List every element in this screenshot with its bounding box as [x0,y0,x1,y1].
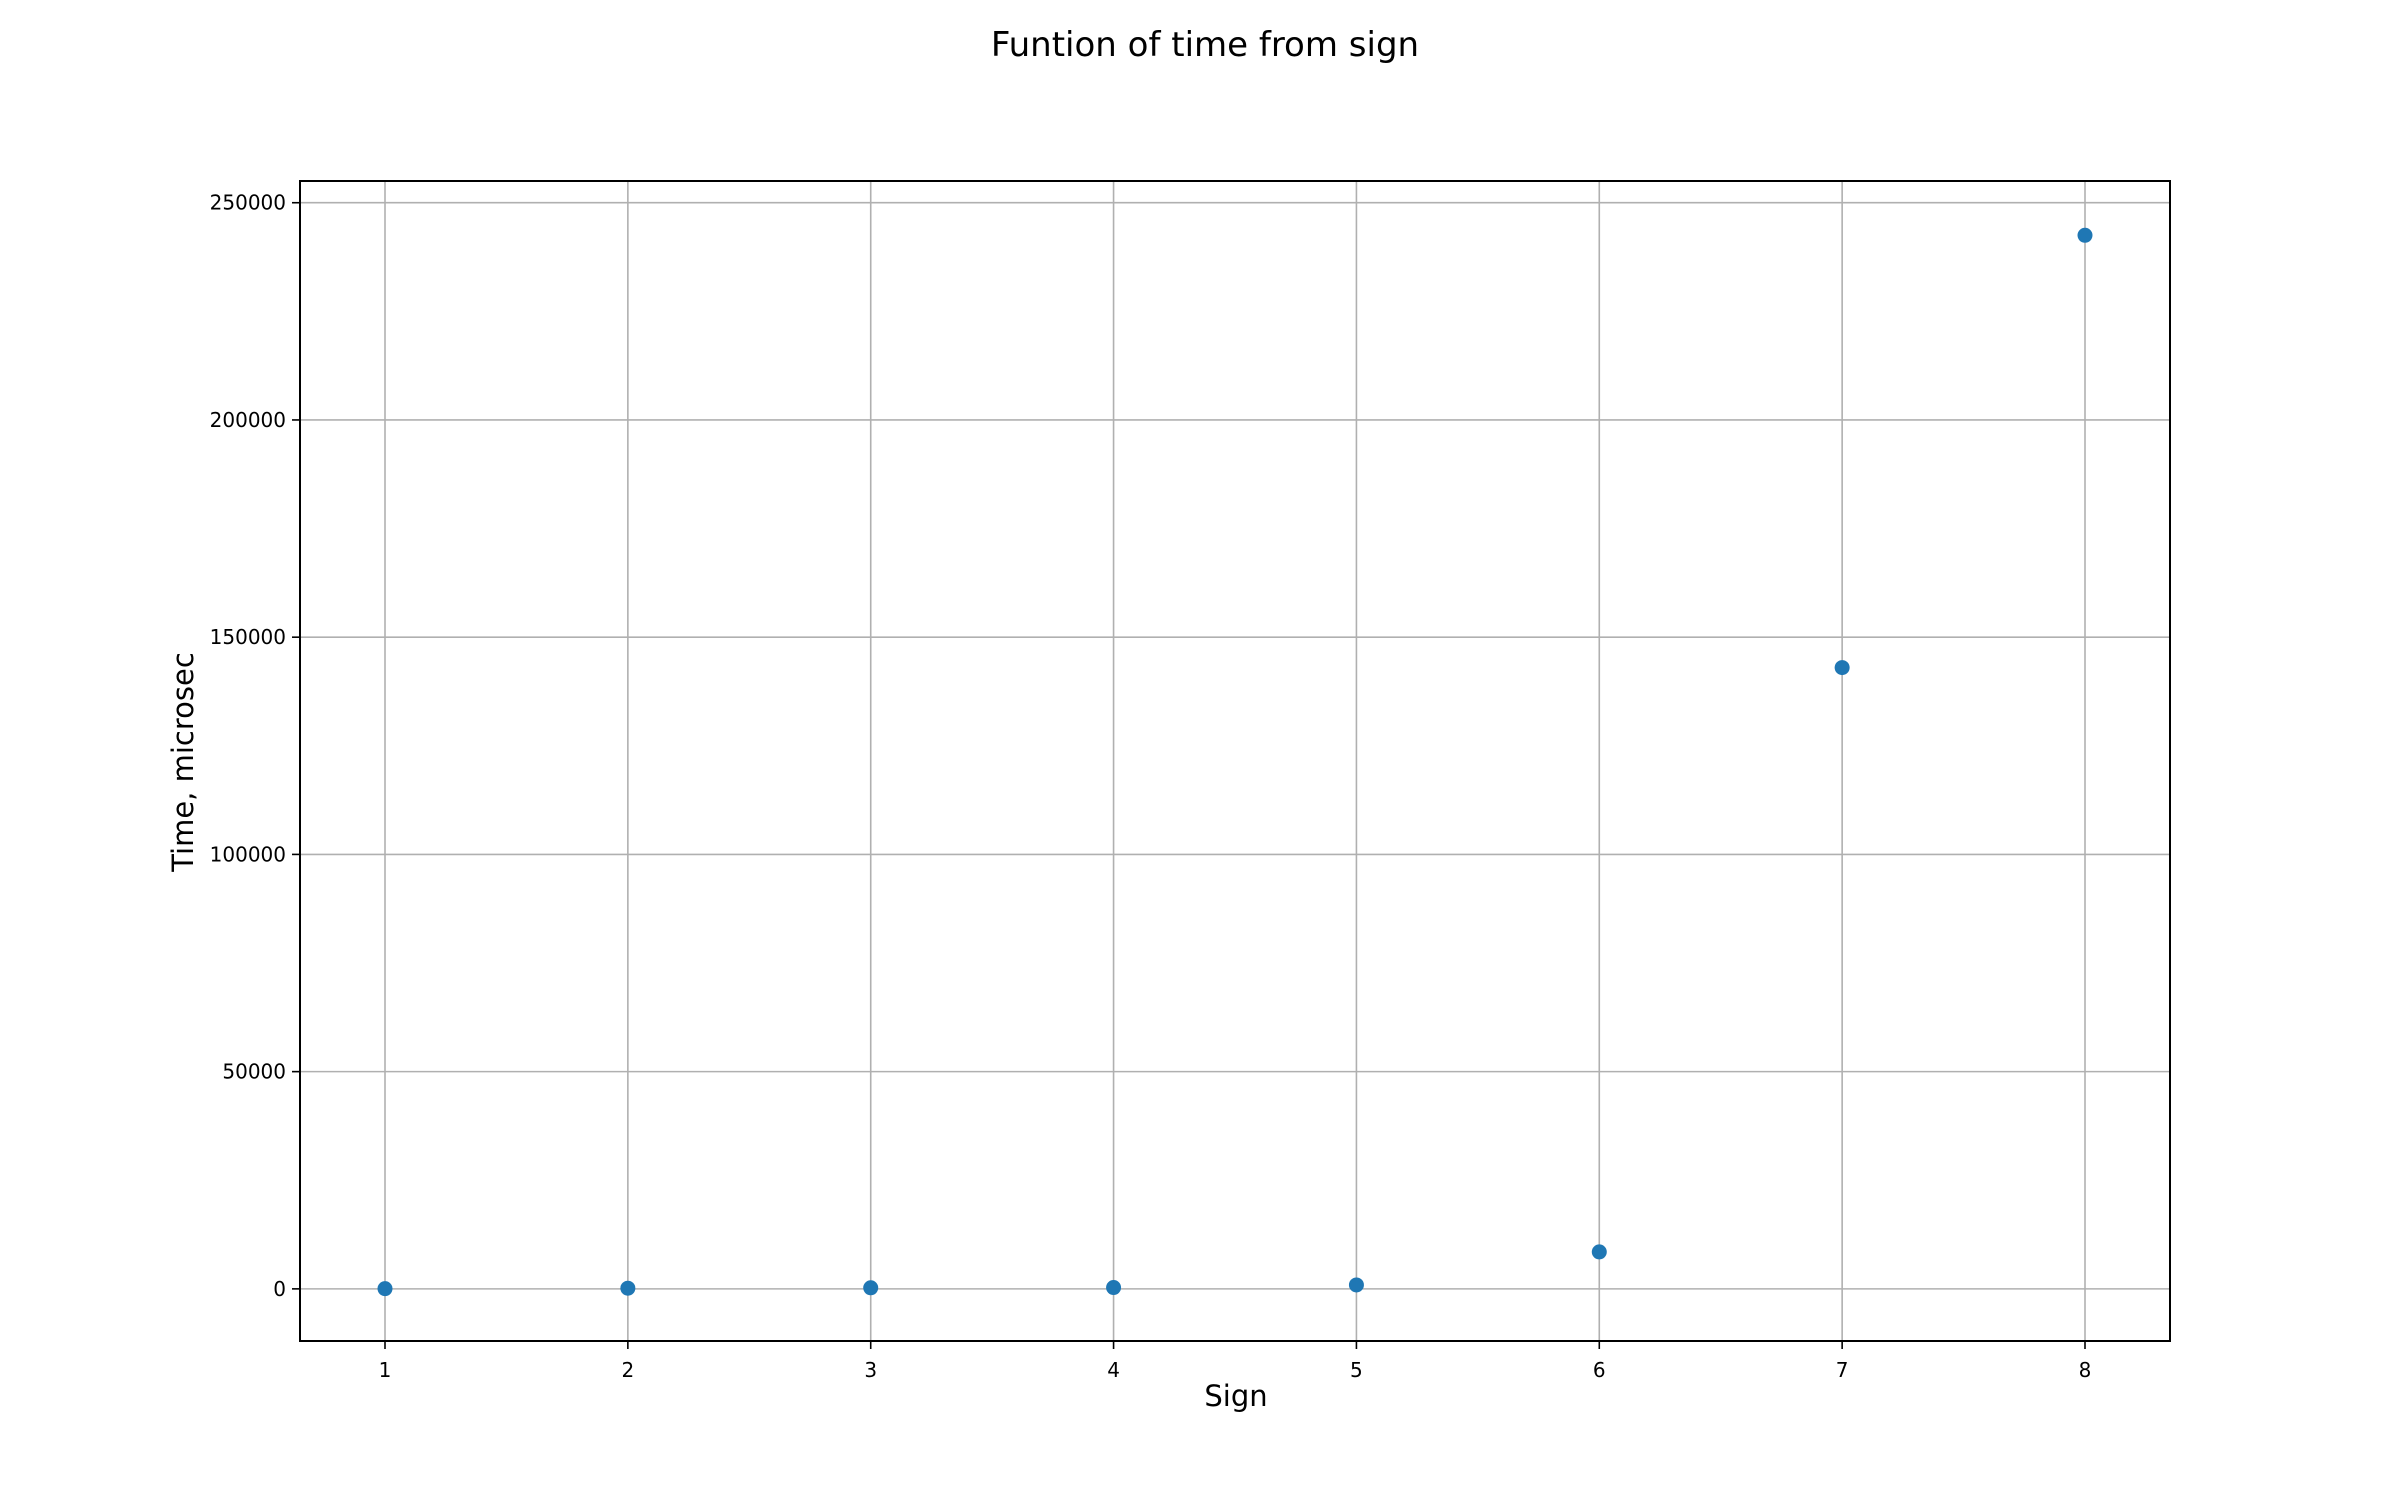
plot-area-frame [299,180,2171,1342]
data-point [1348,1277,1364,1293]
x-tick-label: 6 [1593,1358,1606,1382]
x-tick-label: 2 [621,1358,634,1382]
x-tick-label: 3 [864,1358,877,1382]
x-axis-label: Sign [1204,1379,1267,1413]
x-tick-label: 5 [1350,1358,1363,1382]
y-tick-label: 100000 [210,842,286,866]
y-axis-label: Time, microsec [166,652,200,873]
y-tick-label: 50000 [222,1060,286,1084]
data-point [1106,1280,1122,1296]
data-point [863,1280,879,1296]
y-tick-label: 150000 [210,625,286,649]
data-point [1591,1244,1607,1260]
axis-ticks: 1 2 3 4 5 6 7 8 0 50000 100000 150000 200000 250000 [210,191,2092,1382]
y-tick-label: 0 [273,1277,286,1301]
y-tick-label: 250000 [210,191,286,215]
data-point [1834,660,1850,676]
y-tick-label: 200000 [210,408,286,432]
data-points [377,227,2093,1297]
x-tick-label: 1 [379,1358,392,1382]
data-point [377,1281,393,1297]
x-tick-label: 4 [1107,1358,1120,1382]
x-tick-label: 8 [2079,1358,2092,1382]
data-point [620,1280,636,1296]
x-tick-label: 7 [1836,1358,1849,1382]
chart-title: Funtion of time from sign [991,25,1419,65]
grid-lines [300,181,2170,1341]
data-point [2077,227,2093,243]
